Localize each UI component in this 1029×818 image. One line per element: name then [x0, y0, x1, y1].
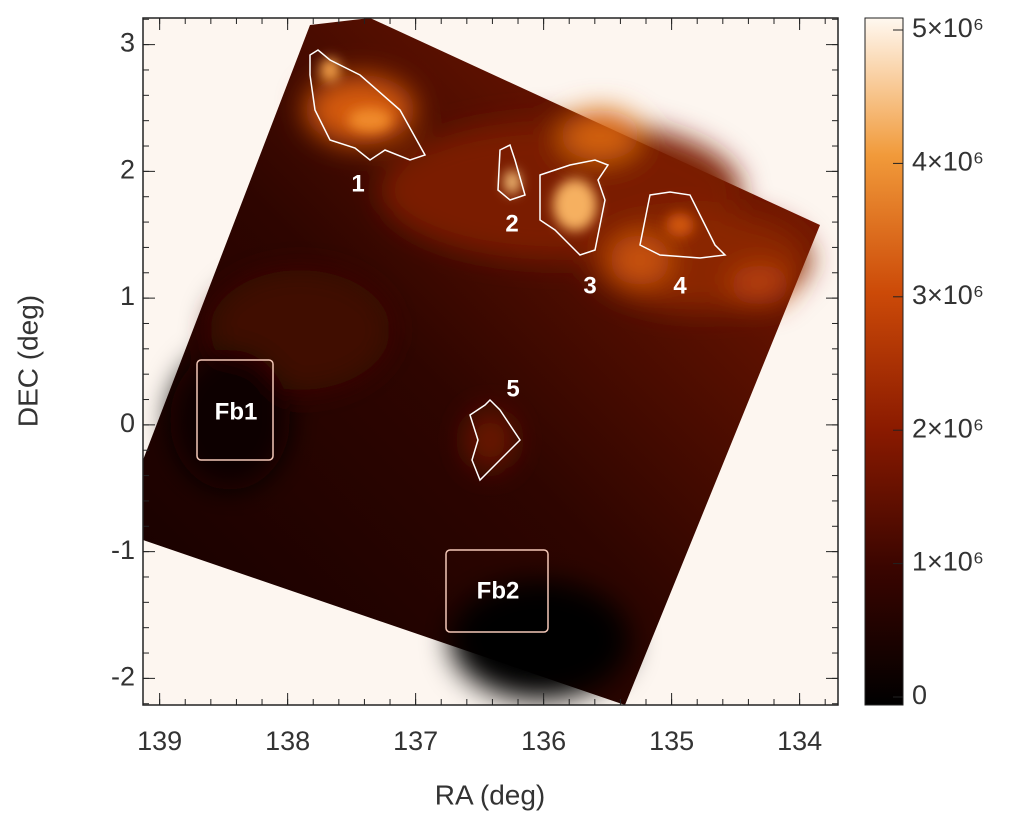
- x-tick-label: 136: [521, 726, 566, 756]
- colorbar-tick-label: 1×10⁶: [912, 547, 984, 577]
- emission-peaks: [320, 58, 694, 237]
- y-tick-label: 2: [120, 154, 135, 184]
- colorbar: [864, 17, 904, 706]
- region-label: 2: [505, 210, 518, 237]
- y-tick-label: 0: [120, 408, 135, 438]
- region-label: Fb2: [477, 577, 520, 604]
- contour: [497, 143, 526, 201]
- y-tick-label: -1: [111, 535, 135, 565]
- y-tick-label: -2: [111, 662, 135, 692]
- region-label: Fb1: [215, 398, 258, 425]
- plot-frame: [142, 17, 839, 706]
- x-axis-label: RA (deg): [435, 779, 546, 810]
- x-tick-label: 137: [393, 726, 438, 756]
- y-tick-label: 3: [120, 28, 135, 58]
- x-tick-label: 138: [265, 726, 310, 756]
- contour: [539, 159, 610, 256]
- x-tick-label: 134: [777, 726, 822, 756]
- contour: [469, 398, 521, 482]
- map: [143, 18, 838, 705]
- contour: [639, 191, 727, 259]
- colorbar-tick-label: 3×10⁶: [912, 280, 984, 310]
- colorbar-tick-label: 2×10⁶: [912, 413, 984, 443]
- region-label: 5: [506, 375, 519, 402]
- x-tick-label: 135: [649, 726, 694, 756]
- x-tick-label: 139: [137, 726, 182, 756]
- region-label: 4: [673, 272, 687, 299]
- y-tick-label: 1: [120, 281, 135, 311]
- colorbar-tick-label: 4×10⁶: [912, 147, 984, 177]
- contour: [309, 49, 427, 161]
- field-box: [445, 549, 549, 633]
- region-label: 3: [583, 272, 596, 299]
- contours: [309, 49, 727, 482]
- region-label: 1: [351, 170, 364, 197]
- colorbar-tick-label: 0: [912, 680, 927, 710]
- y-axis-label: DEC (deg): [12, 295, 43, 427]
- colorbar-tick-label: 5×10⁶: [912, 13, 984, 43]
- field-box: [196, 359, 274, 461]
